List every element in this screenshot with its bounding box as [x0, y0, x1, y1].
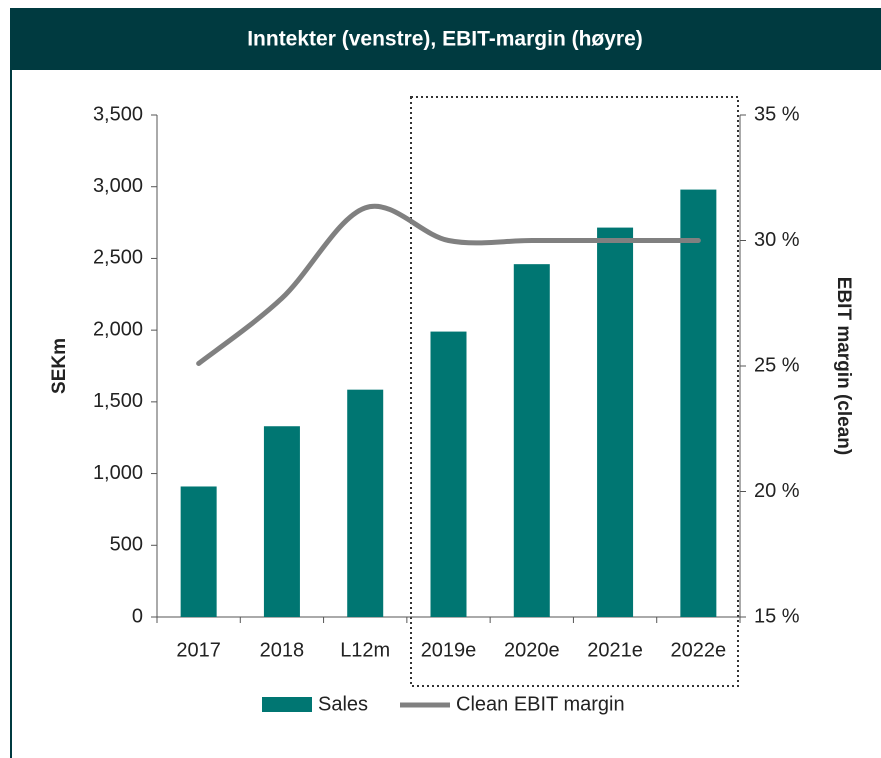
y2-tick-label: 35 %	[754, 103, 800, 125]
y-tick-label: 0	[132, 605, 143, 627]
header	[10, 8, 881, 70]
y2-tick-label: 15 %	[754, 605, 800, 627]
x-tick-label: 2017	[176, 639, 221, 661]
forecast-box	[410, 96, 739, 687]
x-tick-label: 2018	[260, 639, 305, 661]
x-tick-label: 2019e	[421, 639, 477, 661]
y-tick-label: 2,000	[93, 318, 143, 340]
y-tick-label: 3,500	[93, 103, 143, 125]
legend-label: Sales	[318, 693, 368, 715]
bar	[263, 426, 300, 617]
y-tick-label: 3,000	[93, 175, 143, 197]
x-tick-label: 2022e	[671, 639, 727, 661]
x-tick-label: 2020e	[504, 639, 560, 661]
bar	[597, 227, 634, 617]
x-tick-label: L12m	[340, 639, 390, 661]
y-tick-label: 1,000	[93, 462, 143, 484]
bar	[430, 331, 467, 617]
chart-title: Inntekter (venstre), EBIT-margin (høyre)	[247, 28, 643, 51]
legend-swatch	[262, 697, 312, 712]
bar	[680, 189, 717, 617]
y2-axis-label: EBIT margin (clean)	[833, 277, 854, 455]
y-axis-label: SEKm	[49, 338, 70, 394]
line	[196, 203, 701, 366]
bar	[347, 389, 384, 617]
y2-tick-label: 30 %	[754, 229, 800, 251]
y-tick-label: 500	[110, 534, 143, 556]
legend-label: Clean EBIT margin	[456, 693, 625, 715]
bar	[513, 264, 550, 617]
y-tick-label: 2,500	[93, 247, 143, 269]
y-tick-label: 1,500	[93, 390, 143, 412]
y2-tick-label: 25 %	[754, 354, 800, 376]
x-tick-label: 2021e	[587, 639, 643, 661]
bar	[180, 486, 217, 617]
y2-tick-label: 20 %	[754, 480, 800, 502]
